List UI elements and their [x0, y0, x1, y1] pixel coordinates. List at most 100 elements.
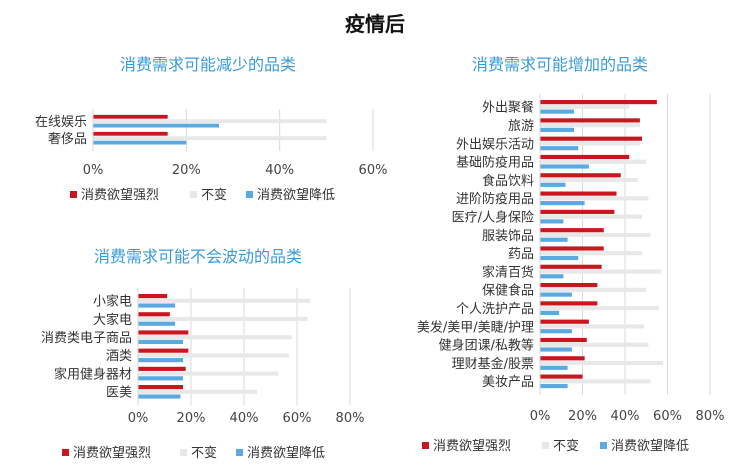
category-label: 保健食品: [482, 283, 534, 299]
legend-swatch-lower: [236, 449, 243, 456]
category-label: 家清百货: [482, 264, 534, 280]
category-label: 理财基金/股票: [452, 356, 534, 372]
x-tick-label: 60%: [653, 409, 682, 424]
bar-lower: [540, 127, 574, 132]
bar-unchanged: [540, 141, 640, 146]
bar-strong: [540, 191, 617, 196]
x-tick-label: 40%: [230, 411, 259, 426]
bar-strong: [138, 385, 184, 390]
bar-strong: [540, 301, 598, 306]
x-tick-label: 80%: [696, 409, 725, 424]
bar-strong: [93, 131, 168, 136]
bar-lower: [540, 384, 568, 389]
category-label: 大家电: [93, 312, 132, 328]
category-label: 家用健身器材: [54, 366, 132, 382]
bar-lower: [138, 321, 176, 326]
bar-lower: [540, 365, 568, 370]
bar-lower: [138, 358, 184, 363]
bar-lower: [540, 182, 566, 187]
legend-swatch-strong: [70, 191, 77, 198]
bar-unchanged: [138, 316, 308, 322]
bar-unchanged: [540, 251, 642, 256]
bar-strong: [138, 312, 170, 317]
bar-unchanged: [93, 136, 327, 141]
bar-strong: [540, 283, 598, 288]
legend-label-unchanged: 不变: [191, 445, 217, 461]
x-tick-label: 40%: [611, 409, 640, 424]
bar-strong: [540, 374, 583, 379]
bar-lower: [540, 292, 572, 297]
bar-unchanged: [540, 379, 651, 384]
bar-unchanged: [540, 177, 638, 183]
category-label: 个人洗护产品: [456, 302, 534, 317]
increase-chart: 消费需求可能增加的品类 0% 20% 40% 60% 80% 外出聚餐旅游外出娱乐活动基础防…: [417, 55, 725, 454]
bar-unchanged: [540, 287, 647, 292]
bar-lower: [540, 347, 572, 352]
bar-strong: [540, 337, 587, 343]
bar-lower: [540, 164, 589, 169]
x-tick-label: 0%: [530, 409, 551, 424]
page-title: 疫情后: [345, 12, 405, 36]
category-label: 在线娱乐: [35, 115, 87, 130]
bar-strong: [540, 100, 657, 105]
bar-lower: [138, 303, 176, 308]
category-label: 医美: [106, 386, 132, 401]
legend-swatch-lower: [600, 442, 607, 449]
bar-strong: [93, 114, 168, 119]
x-tick-label: 0%: [83, 163, 104, 178]
bar-strong: [540, 173, 621, 178]
bar-unchanged: [540, 214, 642, 219]
category-label: 美发/美甲/美睫/护理: [417, 319, 534, 335]
legend-label-unchanged: 不变: [553, 438, 579, 454]
bar-lower: [540, 310, 560, 315]
bar-unchanged: [540, 123, 640, 128]
bar-lower: [93, 123, 219, 128]
bar-strong: [138, 366, 186, 371]
chart-title: 消费需求可能不会波动的品类: [94, 247, 302, 266]
bar-strong: [540, 136, 642, 141]
bar-strong: [540, 118, 640, 123]
bar-lower: [540, 219, 564, 224]
bar-strong: [138, 294, 168, 299]
bar-unchanged: [540, 306, 659, 311]
bar-unchanged: [540, 324, 645, 329]
bar-unchanged: [93, 119, 327, 124]
chart-title: 消费需求可能减少的品类: [120, 55, 296, 74]
legend-swatch-strong: [422, 442, 429, 449]
legend-swatch-strong: [62, 449, 69, 456]
bar-strong: [540, 228, 604, 233]
bar-unchanged: [540, 104, 630, 109]
bar-strong: [540, 246, 604, 251]
bar-lower: [540, 109, 574, 114]
x-tick-label: 20%: [172, 163, 201, 178]
bar-strong: [138, 330, 189, 335]
bar-lower: [540, 237, 568, 242]
x-tick-label: 60%: [359, 163, 388, 178]
category-label: 外出娱乐活动: [456, 137, 534, 152]
bar-unchanged: [540, 342, 649, 347]
legend-swatch-unchanged: [542, 442, 549, 449]
bar-strong: [540, 356, 585, 361]
category-label: 消费类电子商品: [41, 331, 132, 346]
x-tick-label: 0%: [128, 411, 149, 426]
bar-lower: [138, 394, 181, 399]
bar-strong: [540, 209, 615, 214]
category-label: 食品饮料: [482, 173, 534, 189]
x-tick-label: 80%: [336, 411, 365, 426]
legend-label-unchanged: 不变: [201, 187, 227, 203]
bar-lower: [93, 140, 187, 145]
x-tick-label: 60%: [283, 411, 312, 426]
bar-unchanged: [540, 360, 664, 366]
legend-swatch-unchanged: [180, 449, 187, 456]
category-label: 服装饰品: [482, 229, 534, 244]
x-tick-label: 20%: [177, 411, 206, 426]
bar-unchanged: [540, 159, 647, 164]
bar-unchanged: [138, 389, 258, 394]
category-label: 医疗/人身保险: [452, 209, 534, 225]
x-tick-label: 20%: [568, 409, 597, 424]
bar-lower: [540, 274, 564, 279]
bar-unchanged: [138, 353, 290, 358]
legend-swatch-lower: [246, 191, 253, 198]
bar-lower: [540, 201, 585, 206]
bar-strong: [540, 319, 589, 324]
